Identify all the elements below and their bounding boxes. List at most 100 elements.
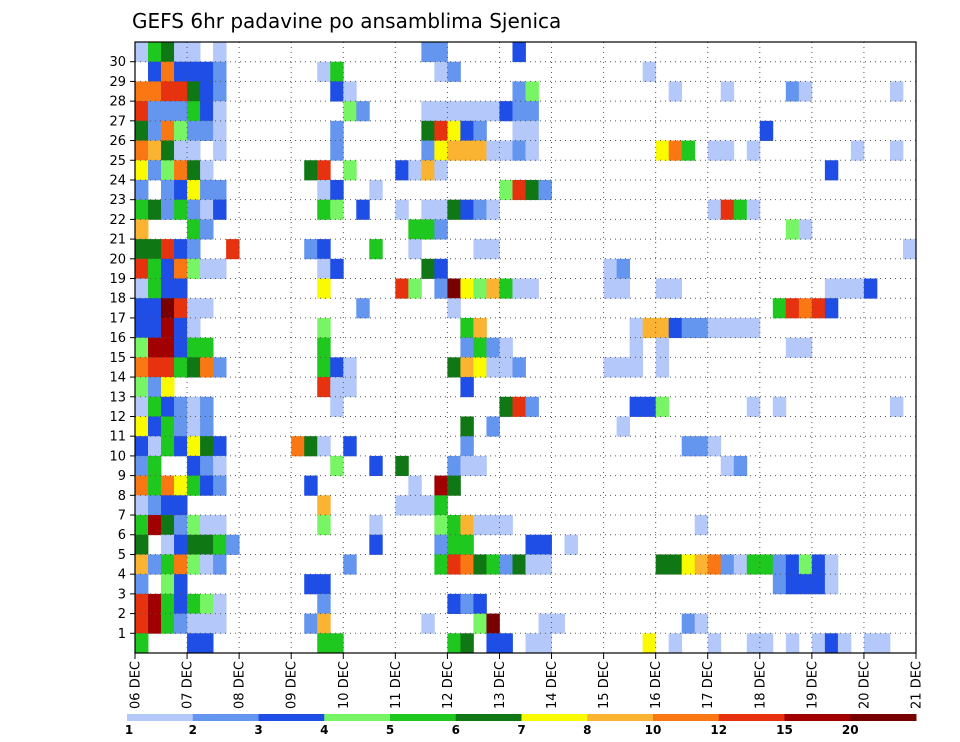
heatmap-cell bbox=[174, 81, 188, 102]
colorbar-swatch bbox=[455, 714, 522, 721]
heatmap-cells bbox=[135, 42, 917, 654]
heatmap-cell bbox=[421, 495, 435, 516]
heatmap-cell bbox=[174, 42, 188, 63]
heatmap-cell bbox=[486, 101, 500, 122]
heatmap-cell bbox=[421, 613, 435, 634]
heatmap-cell bbox=[395, 455, 409, 477]
heatmap-cell bbox=[187, 475, 201, 496]
heatmap-cell bbox=[460, 515, 474, 536]
heatmap-cell bbox=[187, 416, 201, 437]
heatmap-cell bbox=[291, 436, 305, 457]
heatmap-cell bbox=[135, 120, 149, 141]
heatmap-cell bbox=[460, 416, 474, 437]
y-tick-label: 18 bbox=[109, 292, 126, 307]
heatmap-cell bbox=[343, 436, 357, 457]
heatmap-cell bbox=[434, 258, 448, 279]
heatmap-cell bbox=[525, 179, 539, 201]
heatmap-cell bbox=[655, 357, 670, 378]
y-tick-label: 13 bbox=[109, 390, 126, 405]
heatmap-cell bbox=[668, 278, 683, 299]
heatmap-cell bbox=[161, 377, 175, 398]
heatmap-cell bbox=[161, 140, 175, 161]
heatmap-cell bbox=[499, 337, 513, 358]
heatmap-cell bbox=[213, 81, 227, 102]
heatmap-cell bbox=[161, 179, 175, 201]
heatmap-cell bbox=[460, 455, 474, 477]
heatmap-cell bbox=[187, 219, 201, 240]
heatmap-cell bbox=[421, 160, 435, 181]
x-tick-label: 17 DEC bbox=[701, 661, 716, 709]
heatmap-cell bbox=[486, 199, 500, 220]
heatmap-cell bbox=[200, 613, 214, 634]
heatmap-cell bbox=[200, 61, 214, 82]
heatmap-cell bbox=[694, 436, 709, 457]
heatmap-cell bbox=[707, 554, 722, 575]
heatmap-cell bbox=[785, 574, 800, 595]
heatmap-cell bbox=[421, 101, 435, 122]
heatmap-cell bbox=[746, 396, 761, 417]
heatmap-cell bbox=[473, 613, 487, 634]
heatmap-cell bbox=[317, 337, 331, 358]
heatmap-cell bbox=[473, 357, 487, 378]
heatmap-cell bbox=[343, 377, 357, 398]
heatmap-cell bbox=[538, 554, 552, 575]
heatmap-cell bbox=[200, 554, 214, 575]
heatmap-cell bbox=[174, 475, 188, 496]
heatmap-cell bbox=[213, 258, 227, 279]
heatmap-cell bbox=[512, 120, 526, 141]
heatmap-cell bbox=[148, 475, 162, 496]
heatmap-cell bbox=[317, 436, 331, 457]
heatmap-cell bbox=[447, 554, 461, 575]
heatmap-cell bbox=[616, 278, 631, 299]
heatmap-cell bbox=[889, 140, 904, 161]
heatmap-cell bbox=[148, 140, 162, 161]
heatmap-cell bbox=[512, 101, 526, 122]
heatmap-cell bbox=[616, 416, 631, 437]
heatmap-cell bbox=[681, 554, 696, 575]
heatmap-cell bbox=[824, 554, 839, 575]
heatmap-cell bbox=[135, 101, 149, 122]
heatmap-cell bbox=[616, 357, 631, 378]
heatmap-cell bbox=[408, 239, 422, 260]
heatmap-cell bbox=[902, 239, 917, 260]
heatmap-cell bbox=[343, 160, 357, 181]
x-tick-label: 07 DEC bbox=[181, 661, 196, 709]
heatmap-cell bbox=[434, 515, 448, 536]
heatmap-cell bbox=[330, 633, 344, 654]
x-tick-label: 12 DEC bbox=[441, 661, 456, 709]
heatmap-cell bbox=[512, 278, 526, 299]
heatmap-cell bbox=[655, 396, 670, 417]
heatmap-cell bbox=[707, 317, 722, 339]
chart-title: GEFS 6hr padavine po ansamblima Sjenica bbox=[132, 9, 561, 33]
heatmap-cell bbox=[148, 515, 162, 536]
heatmap-cell bbox=[473, 554, 487, 575]
heatmap-cell bbox=[720, 140, 735, 161]
heatmap-cell bbox=[135, 81, 149, 102]
y-tick-label: 26 bbox=[109, 134, 126, 149]
heatmap-cell bbox=[811, 554, 826, 575]
heatmap-cell bbox=[421, 120, 435, 141]
heatmap-cell bbox=[460, 633, 474, 654]
heatmap-cell bbox=[213, 593, 227, 614]
heatmap-cell bbox=[135, 475, 149, 496]
heatmap-cell bbox=[187, 199, 201, 220]
heatmap-cell bbox=[148, 42, 162, 63]
heatmap-cell bbox=[603, 278, 618, 299]
heatmap-cell bbox=[538, 633, 552, 654]
heatmap-cell bbox=[434, 475, 448, 496]
heatmap-cell bbox=[317, 317, 331, 339]
heatmap-cell bbox=[369, 534, 383, 555]
heatmap-cell bbox=[499, 396, 513, 417]
heatmap-cell bbox=[174, 495, 188, 516]
colorbar-label: 15 bbox=[776, 723, 793, 737]
heatmap-cell bbox=[785, 81, 800, 102]
colorbar-swatch bbox=[390, 714, 457, 721]
heatmap-cell bbox=[174, 357, 188, 378]
heatmap-cell bbox=[161, 574, 175, 595]
heatmap-cell bbox=[161, 554, 175, 575]
heatmap-cell bbox=[421, 258, 435, 279]
heatmap-cell bbox=[473, 337, 487, 358]
x-tick-label: 19 DEC bbox=[805, 661, 820, 709]
heatmap-cell bbox=[824, 574, 839, 595]
